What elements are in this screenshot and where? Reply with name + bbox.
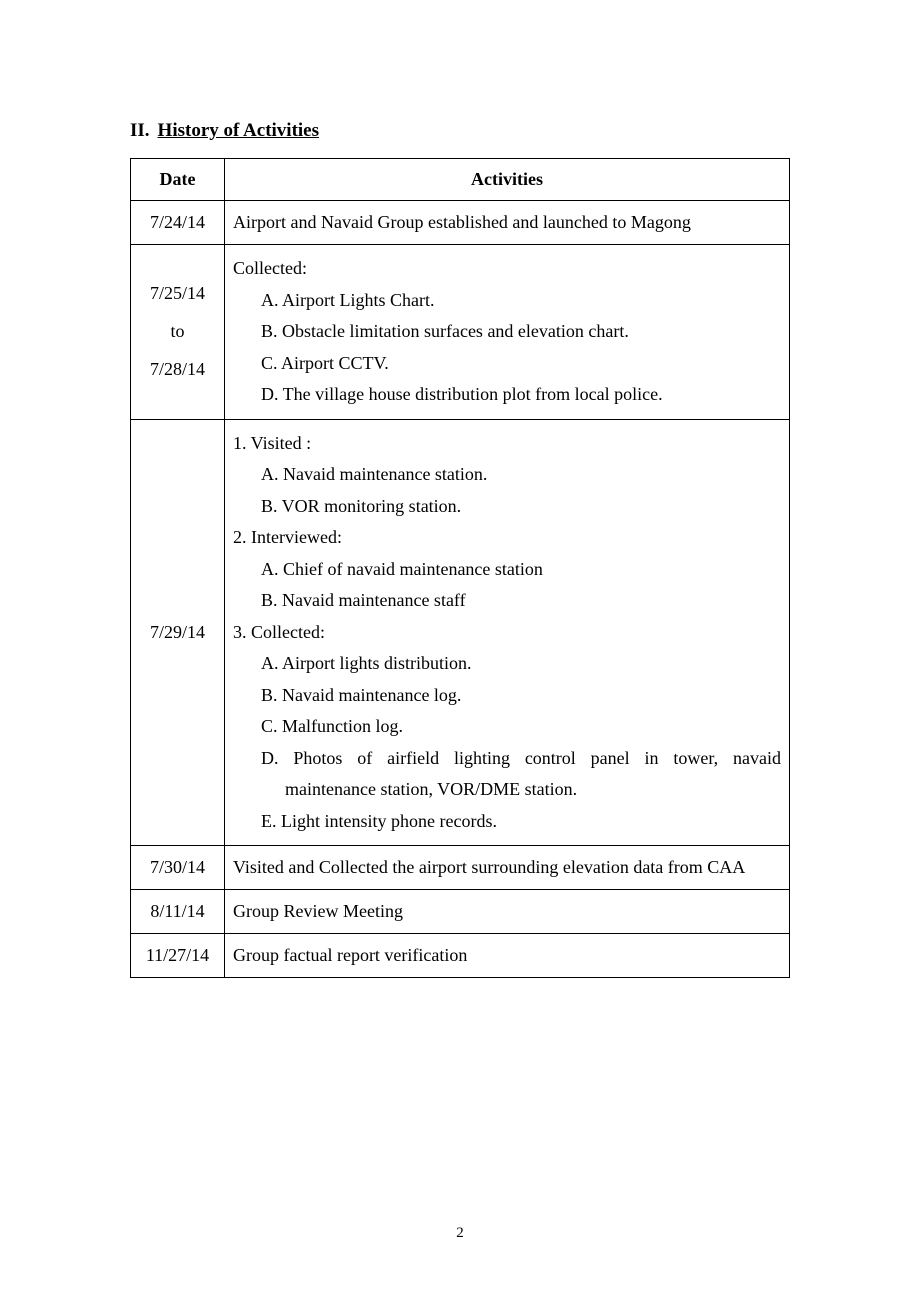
activities-cell: Airport and Navaid Group established and… (225, 201, 790, 245)
list-item: B. Navaid maintenance staff (233, 585, 781, 617)
date-cell: 8/11/14 (131, 890, 225, 934)
list-item: D. Photos of airfield lighting control p… (233, 743, 781, 806)
date-cell: 7/30/14 (131, 846, 225, 890)
list-item: B. Navaid maintenance log. (233, 680, 781, 712)
activities-cell: Group Review Meeting (225, 890, 790, 934)
section-title: History of Activities (158, 120, 319, 141)
section-heading: II. History of Activities (130, 120, 790, 142)
date-cell: 7/29/14 (131, 419, 225, 846)
date-line: 7/28/14 (139, 351, 216, 389)
list-item: D. The village house distribution plot f… (233, 379, 781, 411)
list-item: A. Navaid maintenance station. (233, 459, 781, 491)
activities-cell: Group factual report verification (225, 934, 790, 978)
date-line: to (139, 313, 216, 351)
list-item: C. Airport CCTV. (233, 348, 781, 380)
activities-cell: Visited and Collected the airport surrou… (225, 846, 790, 890)
header-date: Date (131, 159, 225, 201)
list-item: A. Chief of navaid maintenance station (233, 554, 781, 586)
date-line: 7/25/14 (139, 275, 216, 313)
list-item: B. VOR monitoring station. (233, 491, 781, 523)
section-number: II. (130, 120, 150, 142)
list-section: 1. Visited : (233, 428, 781, 460)
activities-cell: 1. Visited : A. Navaid maintenance stati… (225, 419, 790, 846)
table-row: 11/27/14 Group factual report verificati… (131, 934, 790, 978)
date-cell: 7/25/14 to 7/28/14 (131, 245, 225, 420)
activities-table: Date Activities 7/24/14 Airport and Nava… (130, 158, 790, 978)
list-item: C. Malfunction log. (233, 711, 781, 743)
table-row: 7/25/14 to 7/28/14 Collected: A. Airport… (131, 245, 790, 420)
list-item: E. Light intensity phone records. (233, 806, 781, 838)
date-cell: 11/27/14 (131, 934, 225, 978)
list-intro: Collected: (233, 253, 781, 285)
table-row: 7/29/14 1. Visited : A. Navaid maintenan… (131, 419, 790, 846)
list-item: A. Airport Lights Chart. (233, 285, 781, 317)
page-number: 2 (0, 1225, 920, 1242)
date-cell: 7/24/14 (131, 201, 225, 245)
list-item: B. Obstacle limitation surfaces and elev… (233, 316, 781, 348)
table-row: 7/30/14 Visited and Collected the airpor… (131, 846, 790, 890)
table-row: 7/24/14 Airport and Navaid Group establi… (131, 201, 790, 245)
table-header-row: Date Activities (131, 159, 790, 201)
table-row: 8/11/14 Group Review Meeting (131, 890, 790, 934)
activities-cell: Collected: A. Airport Lights Chart. B. O… (225, 245, 790, 420)
list-section: 2. Interviewed: (233, 522, 781, 554)
list-item: A. Airport lights distribution. (233, 648, 781, 680)
header-activities: Activities (225, 159, 790, 201)
list-section: 3. Collected: (233, 617, 781, 649)
